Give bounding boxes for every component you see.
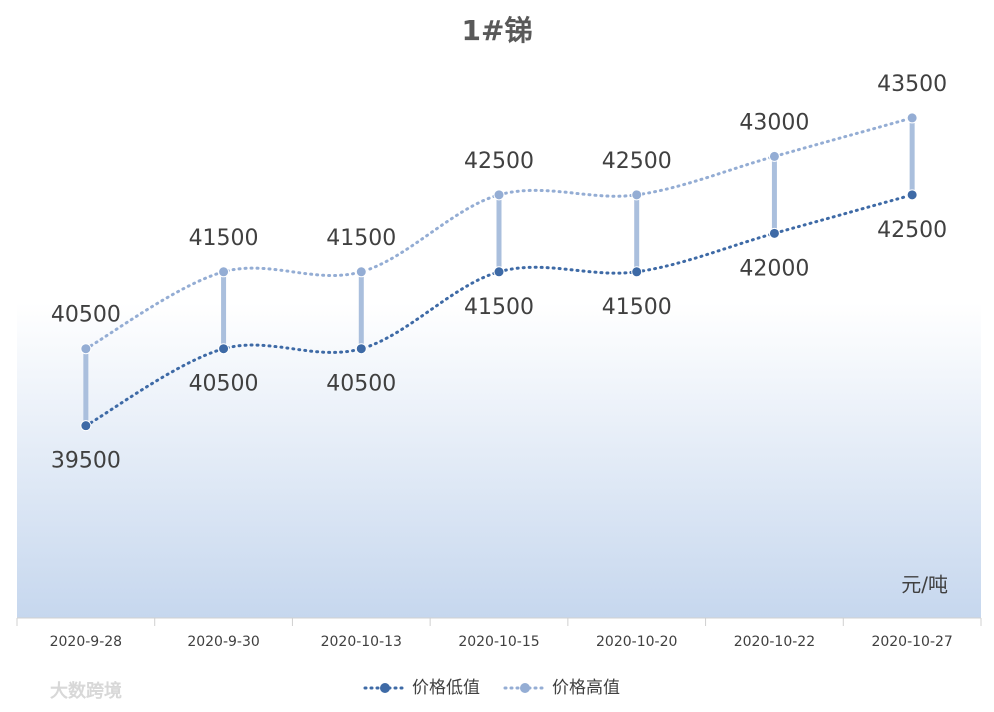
watermark: 大数跨境 bbox=[50, 680, 122, 702]
legend-label: 价格低值 bbox=[412, 678, 480, 698]
data-label: 40500 bbox=[51, 303, 121, 328]
unit-label: 元/吨 bbox=[901, 573, 948, 597]
data-label: 43000 bbox=[739, 110, 809, 135]
marker bbox=[355, 343, 367, 355]
x-tick-label: 2020-10-22 bbox=[734, 634, 815, 650]
x-tick-label: 2020-10-13 bbox=[321, 634, 402, 650]
data-label: 42500 bbox=[877, 218, 947, 243]
legend-marker bbox=[380, 683, 390, 693]
data-label: 39500 bbox=[51, 449, 121, 474]
marker bbox=[631, 266, 643, 278]
chart-title: 1#锑 bbox=[462, 14, 533, 47]
marker bbox=[493, 189, 505, 201]
marker bbox=[80, 420, 92, 432]
data-label: 40500 bbox=[326, 372, 396, 397]
x-tick-label: 2020-10-27 bbox=[871, 634, 952, 650]
data-label: 42500 bbox=[602, 149, 672, 174]
data-label: 41500 bbox=[464, 295, 534, 320]
marker bbox=[906, 189, 918, 201]
legend-marker bbox=[520, 683, 530, 693]
marker bbox=[80, 343, 92, 355]
data-label: 43500 bbox=[877, 72, 947, 97]
marker bbox=[631, 189, 643, 201]
data-label: 42000 bbox=[739, 256, 809, 281]
x-tick-label: 2020-9-28 bbox=[50, 634, 122, 650]
legend-label: 价格高值 bbox=[552, 678, 620, 698]
x-tick-label: 2020-10-20 bbox=[596, 634, 677, 650]
plot-background bbox=[17, 45, 981, 618]
data-label: 42500 bbox=[464, 149, 534, 174]
data-label: 41500 bbox=[326, 226, 396, 251]
marker bbox=[218, 343, 230, 355]
data-label: 40500 bbox=[189, 372, 259, 397]
x-tick-label: 2020-9-30 bbox=[187, 634, 259, 650]
marker bbox=[768, 227, 780, 239]
marker bbox=[493, 266, 505, 278]
marker bbox=[355, 266, 367, 278]
marker bbox=[218, 266, 230, 278]
data-label: 41500 bbox=[189, 226, 259, 251]
marker bbox=[906, 112, 918, 124]
data-label: 41500 bbox=[602, 295, 672, 320]
marker bbox=[768, 150, 780, 162]
x-tick-label: 2020-10-15 bbox=[458, 634, 539, 650]
